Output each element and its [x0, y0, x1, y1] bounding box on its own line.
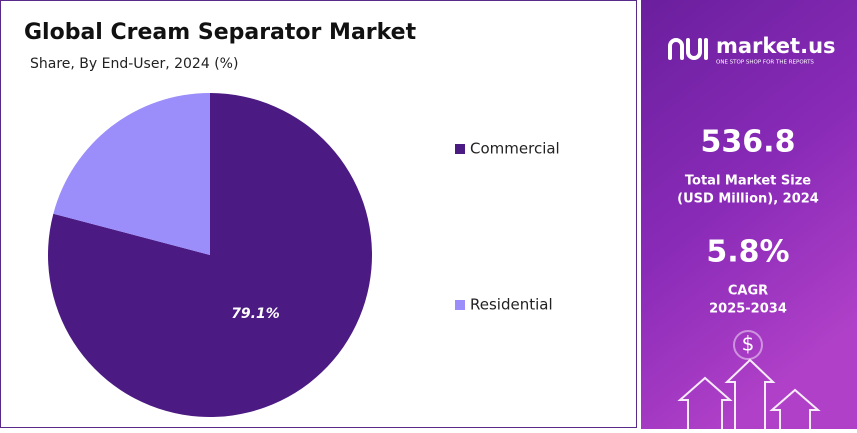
market-size-label: Total Market Size	[685, 174, 811, 189]
legend-swatch	[455, 144, 465, 154]
data-label: 79.1%	[231, 306, 280, 322]
tagline: ONE STOP SHOP FOR THE REPORTS	[716, 60, 814, 66]
market-size-label: (USD Million), 2024	[677, 192, 819, 207]
brand: market.us	[716, 34, 836, 58]
legend-label: Residential	[470, 296, 553, 314]
cagr-label: CAGR	[728, 284, 768, 299]
cagr-label: 2025-2034	[709, 302, 787, 317]
chart-title: Global Cream Separator Market	[24, 20, 417, 45]
info-panel	[641, 0, 857, 429]
pie: 79.1%	[48, 93, 373, 417]
market-size: 536.8	[701, 125, 796, 160]
cagr: 5.8%	[706, 235, 789, 270]
pie-slice	[53, 93, 210, 255]
pie-slice	[48, 93, 373, 417]
logo-icon	[668, 38, 708, 60]
decor	[677, 330, 821, 429]
legend-label: Commercial	[470, 140, 560, 158]
legend-swatch	[455, 300, 465, 310]
chart-subtitle: Share, By End-User, 2024 (%)	[30, 56, 238, 72]
legend: Commercial Residential	[455, 140, 560, 314]
dollar-icon: $	[742, 332, 755, 356]
